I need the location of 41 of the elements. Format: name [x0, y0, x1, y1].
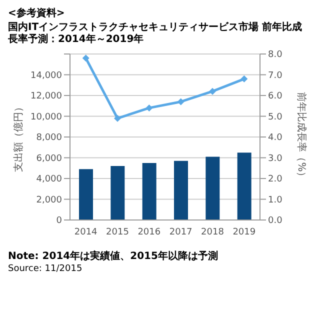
- x-tick-label: 2014: [74, 227, 98, 238]
- bar: [79, 169, 93, 220]
- bar: [206, 156, 220, 220]
- y-tick-label: 14,000: [30, 70, 62, 81]
- y2-tick-label: 4.0: [268, 133, 283, 144]
- y2-tick-label: 5.0: [268, 112, 283, 122]
- y2-tick-label: 8.0: [268, 50, 283, 60]
- y-tick-label: 4,000: [36, 174, 62, 185]
- text: Note: 2014年は実績値、2015年以降は予測: [8, 250, 219, 263]
- y2-tick-label: 7.0: [268, 70, 283, 81]
- y-tick-label: 2,000: [36, 195, 62, 206]
- point: [82, 54, 90, 62]
- y-tick-label: 8,000: [36, 133, 62, 144]
- bar: [110, 166, 125, 220]
- bar: [237, 152, 252, 220]
- point: [114, 114, 121, 122]
- y-tick-label: 6,000: [36, 154, 62, 164]
- x-tick-label: 2016: [138, 227, 161, 238]
- y2-tick-label: 3.0: [268, 154, 283, 164]
- x-tick-label: 2019: [232, 227, 256, 238]
- x-tick-label: 2018: [201, 227, 224, 238]
- point: [209, 88, 216, 95]
- y2-tick-label: 0.0: [268, 216, 283, 226]
- point: [177, 98, 184, 106]
- point: [240, 75, 248, 82]
- x-tick-label: 2015: [106, 227, 129, 238]
- y-tick-label: 10,000: [30, 112, 62, 122]
- y2-axis-title: 前年比成長率（%）: [295, 92, 308, 182]
- bar: [174, 160, 188, 220]
- source-note: Source: 11/2015: [8, 263, 84, 276]
- chart-title: 国内ITインフラストラクチャセキュリティサービス市場 前年比成長率予測：2014年～2019年: [8, 22, 304, 46]
- y2-tick-label: 6.0: [268, 92, 283, 102]
- y2-tick-label: 2.0: [268, 174, 283, 185]
- chart-subtitle: <参考資料>: [8, 8, 66, 20]
- x-tick-label: 2017: [169, 227, 192, 238]
- y-tick-label: 12,000: [30, 92, 62, 102]
- y-tick-label: 0: [56, 216, 62, 226]
- y-axis-title: 支出額（億円）: [12, 102, 25, 172]
- y2-tick-label: 1.0: [268, 195, 283, 206]
- bar: [142, 162, 156, 220]
- point: [146, 104, 153, 112]
